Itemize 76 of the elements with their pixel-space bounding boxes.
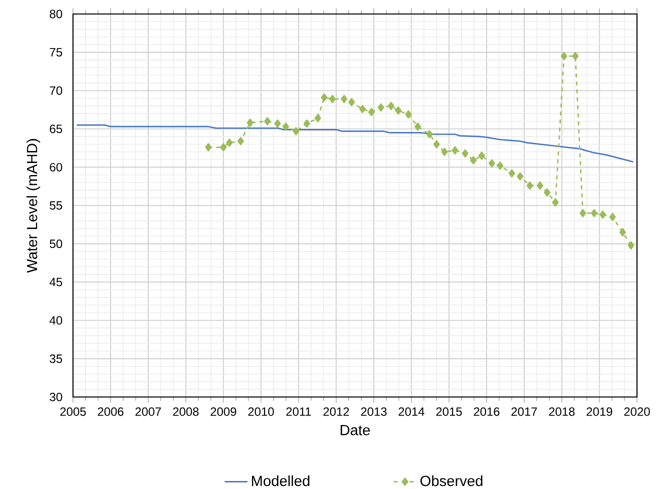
point xyxy=(544,188,550,197)
point xyxy=(292,127,300,136)
point xyxy=(628,241,634,250)
point xyxy=(609,212,616,222)
point xyxy=(274,119,281,128)
point xyxy=(441,148,448,156)
legend-label: Modelled xyxy=(252,475,310,486)
point xyxy=(536,181,544,190)
point xyxy=(340,94,348,104)
y-tick-label: 35 xyxy=(50,354,62,363)
point xyxy=(205,143,212,152)
x-axis-title: Date xyxy=(340,425,370,436)
point xyxy=(314,114,322,122)
point xyxy=(264,117,271,126)
x-tick-label: 2014 xyxy=(398,407,424,416)
x-tick-label: 2016 xyxy=(474,407,500,416)
y-tick-label: 75 xyxy=(50,48,62,56)
point xyxy=(348,98,355,106)
y-tick-label: 45 xyxy=(50,278,62,286)
point xyxy=(619,228,626,236)
legend-label: Observed xyxy=(420,475,482,486)
x-tick-label: 2005 xyxy=(60,407,86,416)
x-tick-label: 2020 xyxy=(624,407,650,416)
point xyxy=(405,110,412,118)
point xyxy=(368,108,375,116)
point xyxy=(600,210,606,219)
point xyxy=(426,130,433,138)
point xyxy=(304,119,310,128)
y-axis-title: Water Level (mAHD) xyxy=(26,139,40,273)
point xyxy=(590,209,598,218)
point xyxy=(496,162,504,170)
x-tick-label: 2013 xyxy=(361,407,387,416)
point xyxy=(378,103,384,112)
x-tick-label: 2006 xyxy=(98,407,124,416)
point xyxy=(394,106,402,115)
point xyxy=(388,102,394,110)
point xyxy=(470,156,477,164)
point xyxy=(516,172,524,181)
point xyxy=(478,152,485,160)
point xyxy=(580,209,586,218)
point xyxy=(526,181,534,190)
x-tick-label: 2007 xyxy=(135,407,161,416)
x-tick-label: 2008 xyxy=(173,407,199,416)
x-tick-label: 2009 xyxy=(210,407,236,416)
x-tick-label: 2011 xyxy=(286,407,311,416)
y-tick-label: 70 xyxy=(50,86,62,95)
x-tick-label: 2017 xyxy=(511,407,537,416)
point xyxy=(246,118,254,127)
x-tick-label: 2019 xyxy=(586,407,612,416)
x-tick-label: 2015 xyxy=(436,407,462,416)
y-tick-label: 50 xyxy=(50,240,62,248)
point xyxy=(452,146,458,154)
point xyxy=(552,198,559,207)
y-tick-label: 80 xyxy=(50,10,62,18)
point xyxy=(359,104,366,114)
y-tick-label: 65 xyxy=(50,124,62,134)
point xyxy=(320,93,328,102)
point xyxy=(560,52,568,60)
point xyxy=(508,169,516,178)
y-tick-label: 30 xyxy=(50,392,62,402)
y-tick-label: 55 xyxy=(50,201,62,210)
x-tick-label: 2018 xyxy=(549,407,575,416)
point xyxy=(329,94,336,104)
point xyxy=(226,138,233,147)
point xyxy=(462,149,468,158)
x-tick-label: 2012 xyxy=(323,407,349,416)
point xyxy=(282,122,290,131)
point xyxy=(572,52,579,60)
x-tick-label: 2010 xyxy=(248,407,274,416)
point xyxy=(433,140,440,148)
point xyxy=(220,143,227,152)
y-tick-label: 40 xyxy=(50,316,62,325)
point xyxy=(488,159,496,168)
point xyxy=(237,137,244,146)
point xyxy=(414,122,422,131)
y-tick-label: 60 xyxy=(50,162,62,172)
